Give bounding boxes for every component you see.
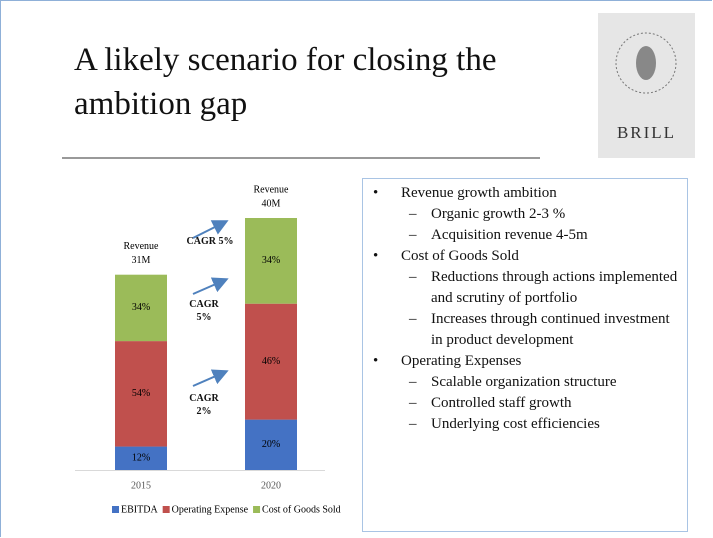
total-title: Revenue bbox=[124, 241, 160, 252]
data-label: 54% bbox=[132, 388, 150, 399]
sub-bullet: Organic growth 2-3 % bbox=[371, 204, 679, 225]
bullet: Operating Expenses bbox=[371, 351, 679, 372]
sub-bullet: Reductions through actions implemented a… bbox=[371, 267, 679, 309]
sub-bullet: Acquisition revenue 4-5m bbox=[371, 225, 679, 246]
bullet: Revenue growth ambition bbox=[371, 183, 679, 204]
annotation: CAGR 5% bbox=[189, 299, 219, 323]
data-label: 12% bbox=[132, 453, 150, 464]
data-label: 46% bbox=[262, 356, 280, 367]
title-rule bbox=[62, 157, 540, 159]
chart: 12% 54% 34% Revenue 31M 2015 20% 46% 34% Revenue 4… bbox=[75, 184, 341, 515]
legend-label: EBITDA bbox=[121, 504, 158, 515]
x-tick-label: 2015 bbox=[131, 480, 151, 491]
arrow bbox=[192, 220, 229, 239]
total-label: 40M bbox=[262, 198, 281, 209]
annotation: CAGR 5% bbox=[186, 236, 234, 247]
legend-label: Cost of Goods Sold bbox=[262, 504, 341, 515]
legend-label: Operating Expense bbox=[172, 504, 249, 515]
total-label: 31M bbox=[132, 255, 151, 266]
logo-emblem bbox=[615, 32, 677, 94]
annotation: CAGR 2% bbox=[189, 393, 219, 417]
data-label: 34% bbox=[132, 302, 150, 313]
x-tick-label: 2020 bbox=[261, 480, 281, 491]
bullet-list: Revenue growth ambitionOrganic growth 2-… bbox=[371, 183, 679, 435]
bullet: Cost of Goods Sold bbox=[371, 246, 679, 267]
arrow bbox=[192, 277, 229, 295]
bar-segment bbox=[115, 274, 167, 342]
bullet-box: Revenue growth ambitionOrganic growth 2-… bbox=[362, 178, 688, 532]
legend-swatch bbox=[253, 506, 261, 513]
legend-swatch bbox=[112, 506, 119, 513]
bar-segment bbox=[245, 419, 297, 470]
sub-bullet: Scalable organization structure bbox=[371, 372, 679, 393]
data-label: 20% bbox=[262, 439, 280, 450]
arrow bbox=[192, 369, 229, 387]
sub-bullet: Underlying cost efficiencies bbox=[371, 414, 679, 435]
slide-title: A likely scenario for closing the ambiti… bbox=[74, 42, 497, 122]
legend-swatch bbox=[162, 506, 170, 513]
bar-segment bbox=[115, 446, 167, 470]
data-label: 34% bbox=[262, 255, 280, 266]
bar-segment bbox=[245, 303, 297, 420]
total-title: Revenue bbox=[254, 184, 290, 195]
logo: BRILL bbox=[598, 13, 695, 158]
sub-bullet: Controlled staff growth bbox=[371, 393, 679, 414]
logo-text: BRILL bbox=[616, 123, 677, 142]
bar-segment bbox=[115, 341, 167, 447]
bar-segment bbox=[245, 218, 297, 304]
sub-bullet: Increases through continued investment i… bbox=[371, 309, 679, 351]
